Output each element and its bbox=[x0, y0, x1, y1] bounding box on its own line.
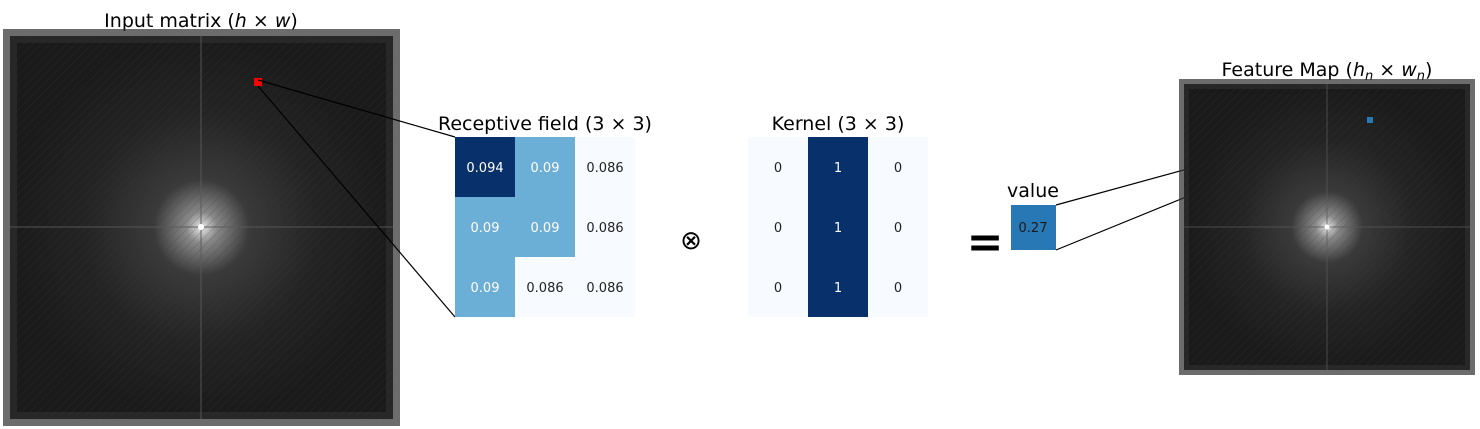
kernel-cell bbox=[868, 197, 928, 257]
connector-line bbox=[257, 79, 456, 138]
kernel-cell bbox=[808, 257, 868, 317]
feature-map-image bbox=[1179, 79, 1475, 375]
receptive-field-cell-value: 0.094 bbox=[466, 161, 503, 176]
kernel-grid: 0 1 0 0 1 0 0 1 0 bbox=[748, 137, 928, 317]
receptive-field-cell bbox=[515, 197, 575, 257]
receptive-field-cell-value: 0.086 bbox=[526, 281, 563, 296]
kernel-cell-value: 0 bbox=[774, 281, 782, 296]
receptive-field-cell-value: 0.09 bbox=[531, 161, 560, 176]
kernel-cell bbox=[748, 257, 808, 317]
kernel-cell-value: 0 bbox=[894, 221, 902, 236]
value-text: 0.27 bbox=[1019, 221, 1048, 236]
kernel-cell-value: 0 bbox=[894, 281, 902, 296]
receptive-field-cell-value: 0.086 bbox=[586, 161, 623, 176]
feature-map-title: Feature Map (hn × wn) bbox=[1222, 59, 1433, 84]
convolution-operator-icon: ⊗ bbox=[680, 226, 702, 256]
equals-operator-icon: = bbox=[967, 217, 1004, 268]
input-matrix-title: Input matrix (h × w) bbox=[104, 10, 298, 32]
kernel-title: Kernel (3 × 3) bbox=[772, 113, 905, 135]
kernel-cell-value: 1 bbox=[834, 281, 842, 296]
kernel-cell bbox=[808, 197, 868, 257]
receptive-field-cell bbox=[455, 197, 515, 257]
receptive-field-title: Receptive field (3 × 3) bbox=[438, 113, 652, 135]
receptive-field-cell bbox=[515, 137, 575, 197]
kernel-cell bbox=[808, 137, 868, 197]
receptive-field-cell-value: 0.09 bbox=[471, 281, 500, 296]
receptive-field-cell bbox=[515, 257, 575, 317]
kernel-cell-value: 0 bbox=[774, 161, 782, 176]
kernel-cell-value: 0 bbox=[774, 221, 782, 236]
receptive-field-cell bbox=[575, 197, 635, 257]
receptive-field-cell bbox=[575, 257, 635, 317]
receptive-field-cell bbox=[455, 137, 515, 197]
receptive-field-cell bbox=[455, 257, 515, 317]
receptive-field-cell-value: 0.09 bbox=[471, 221, 500, 236]
receptive-field-grid: 0.094 0.09 0.086 0.09 0.09 0.086 0.09 0.086 0.08… bbox=[455, 137, 635, 317]
receptive-field-cell-value: 0.086 bbox=[586, 281, 623, 296]
kernel-cell bbox=[748, 197, 808, 257]
kernel-cell bbox=[868, 257, 928, 317]
connector-line bbox=[257, 85, 456, 318]
receptive-field-cell bbox=[575, 137, 635, 197]
kernel-cell-value: 1 bbox=[834, 161, 842, 176]
input-matrix-image bbox=[3, 29, 400, 426]
input-highlight-pixel bbox=[254, 78, 262, 86]
receptive-field-cell-value: 0.09 bbox=[531, 221, 560, 236]
value-cell bbox=[1011, 205, 1056, 250]
value-label: value bbox=[1007, 180, 1059, 202]
kernel-cell bbox=[748, 137, 808, 197]
receptive-field-cell-value: 0.086 bbox=[586, 221, 623, 236]
feature-map-highlight-pixel bbox=[1367, 117, 1373, 123]
kernel-cell-value: 1 bbox=[834, 221, 842, 236]
kernel-cell-value: 0 bbox=[894, 161, 902, 176]
kernel-cell bbox=[868, 137, 928, 197]
